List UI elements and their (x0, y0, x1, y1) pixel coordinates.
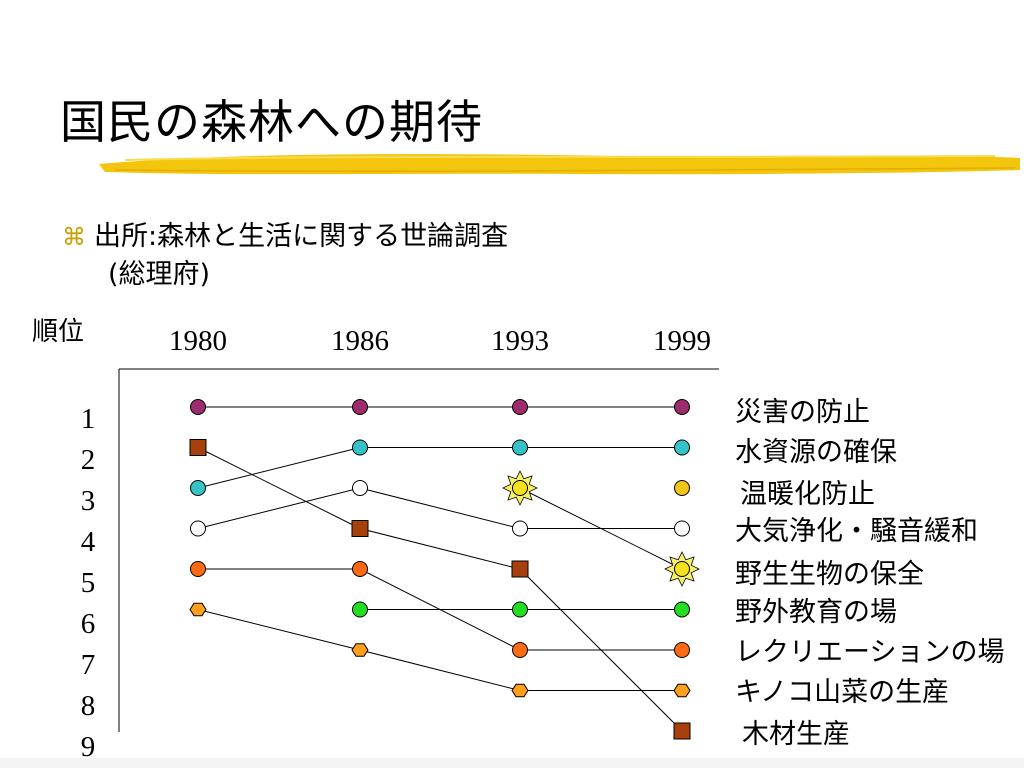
y-tick-label: 1 (81, 403, 96, 435)
y-tick-label: 2 (81, 444, 96, 476)
data-point (190, 561, 206, 577)
y-tick-label: 3 (81, 485, 96, 517)
source-line-1: 出所:森林と生活に関する世論調査 (94, 221, 509, 252)
data-point (190, 520, 206, 537)
data-point (351, 520, 369, 537)
y-tick-label: 8 (81, 690, 96, 722)
series-line (519, 487, 683, 570)
y-tick-label: 4 (81, 526, 96, 558)
data-point (673, 722, 691, 740)
data-point (189, 602, 207, 617)
data-point (512, 601, 528, 618)
brush-stroke-decoration (99, 154, 1020, 175)
series-label: キノコ山菜の生産 (735, 677, 949, 708)
x-tick-label: 1999 (653, 325, 711, 357)
data-point (674, 601, 690, 618)
x-tick-label: 1986 (331, 325, 389, 357)
series-label: 災害の防止 (735, 397, 870, 428)
data-point (673, 683, 691, 698)
data-point (674, 642, 690, 658)
data-point (351, 643, 369, 657)
data-point (512, 480, 528, 496)
series-label: レクリエーションの場 (735, 637, 1004, 668)
footer-band (0, 758, 1024, 768)
command-bullet-icon: ⌘ (62, 223, 86, 251)
data-point (674, 480, 690, 496)
series-label: 野外教育の場 (735, 597, 897, 628)
data-point (674, 561, 690, 577)
data-point (352, 601, 368, 618)
data-point (674, 520, 690, 537)
y-axis-label: 順位 (32, 317, 84, 347)
series-line (197, 609, 682, 691)
series-label: 大気浄化・騒音緩和 (735, 516, 978, 547)
series-label: 温暖化防止 (740, 479, 875, 510)
slide-title: 国民の森林への期待 (60, 95, 483, 149)
series-line (197, 447, 683, 732)
data-point (512, 642, 528, 658)
series-label: 水資源の確保 (735, 437, 897, 468)
data-point (352, 480, 368, 496)
series-label: 野生生物の保全 (735, 559, 924, 590)
series-label: 木材生産 (742, 719, 850, 750)
y-tick-label: 9 (81, 731, 96, 763)
data-point (189, 439, 207, 456)
x-tick-label: 1993 (491, 325, 549, 357)
data-point (674, 439, 690, 456)
data-point (352, 439, 368, 456)
data-point (512, 399, 528, 415)
data-point (352, 561, 368, 577)
data-point (190, 399, 206, 415)
data-point (511, 683, 529, 698)
data-point (511, 560, 529, 578)
data-point (674, 399, 690, 415)
y-tick-label: 5 (81, 567, 96, 599)
y-tick-label: 6 (81, 608, 96, 640)
series-line (197, 487, 682, 529)
data-point (512, 439, 528, 456)
data-point (512, 520, 528, 537)
y-tick-label: 7 (81, 649, 96, 681)
source-line-2: (総理府) (108, 259, 211, 290)
data-point (190, 480, 206, 496)
series-line (197, 447, 682, 489)
x-tick-label: 1980 (169, 325, 227, 357)
data-point (352, 399, 368, 415)
